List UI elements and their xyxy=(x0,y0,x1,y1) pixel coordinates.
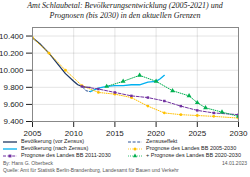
svg-text:2010: 2010 xyxy=(65,129,83,137)
html-text:Prognose des Landes BB 2011-20: Prognose des Landes BB 2011-2030 xyxy=(21,152,111,158)
svg-text:10.200: 10.200 xyxy=(0,49,24,58)
svg-text:10.000: 10.000 xyxy=(0,66,24,75)
svg-text:10.400: 10.400 xyxy=(0,32,24,41)
svg-text:9.600: 9.600 xyxy=(3,100,24,109)
svg-text:2025: 2025 xyxy=(188,129,206,137)
svg-text:2020: 2020 xyxy=(147,129,165,137)
svg-text:2005: 2005 xyxy=(24,129,42,137)
html-text:Amt Schlaubetal: Bevölkerungse: Amt Schlaubetal: Bevölkerungsentwicklung… xyxy=(27,1,223,20)
html-text:Bevölkerung (vor Zensus): Bevölkerung (vor Zensus) xyxy=(21,138,84,144)
svg-text:9.800: 9.800 xyxy=(3,83,24,92)
html-text:Quelle: Amt für Statistik Berl: Quelle: Amt für Statistik Berlin-Branden… xyxy=(3,166,179,173)
html-text:By: Hans G. Oberbeck: By: Hans G. Oberbeck xyxy=(3,160,53,166)
svg-text:2015: 2015 xyxy=(106,129,124,137)
svg-text:9.400: 9.400 xyxy=(3,117,24,126)
svg-text:2030: 2030 xyxy=(230,129,248,137)
html-text:Prognose des Landes BB 2005-20: Prognose des Landes BB 2005-2030 xyxy=(146,145,237,151)
html-text:Bevölkerung (nach Zensus): Bevölkerung (nach Zensus) xyxy=(21,145,89,151)
html-text:+ Prognose des Landes BB 2020-: + Prognose des Landes BB 2020-2030 xyxy=(146,152,241,158)
html-text:Zensuseffekt: Zensuseffekt xyxy=(146,138,178,144)
html-text:14.01.2023: 14.01.2023 xyxy=(222,160,247,166)
